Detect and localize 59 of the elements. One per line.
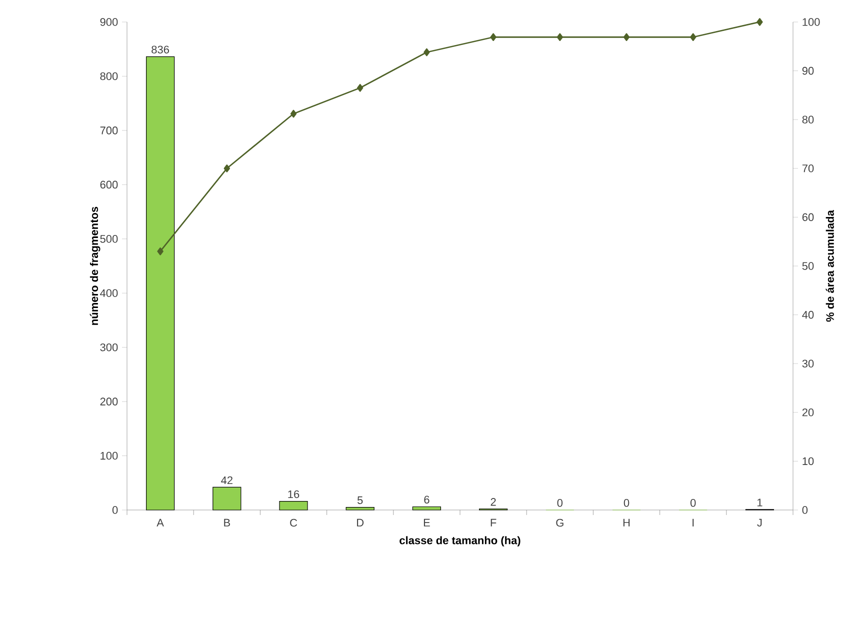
y-tick-label: 300 [100,343,118,352]
y-tick-label: 600 [100,180,118,189]
y2-tick-label: 90 [802,66,814,75]
y-axis-title: número de fragmentos [90,206,100,325]
y2-tick-label: 20 [802,408,814,416]
data-label: 2 [490,498,496,506]
x-tick-label: G [556,518,564,527]
point [556,33,564,42]
y2-tick-label: 10 [802,457,814,466]
bar [146,56,175,510]
bar [412,506,442,510]
y-tick-label: 900 [100,18,118,26]
y2-tick-label: 100 [802,18,820,26]
y2-tick-label: 0 [802,506,808,514]
x-tick-label: A [156,518,164,526]
y2-tick-label: 60 [802,213,814,222]
x-tick-label: B [224,518,230,526]
point [224,164,230,172]
bar [212,486,242,510]
y-tick-label: 100 [100,452,118,460]
x-tick-label: F [490,518,496,526]
point [490,33,496,42]
x-tick-label: E [424,518,430,526]
y2-tick-label: 80 [802,116,814,124]
point [756,18,763,26]
y-tick-label: 500 [100,235,118,243]
y2-tick-label: 40 [802,310,814,319]
y2-tick-label: 70 [802,164,814,172]
point [623,33,630,42]
bar [279,501,308,510]
data-label: 5 [357,496,363,504]
point [690,33,696,42]
y2-tick-label: 30 [802,360,814,368]
x-tick-label: H [623,518,630,526]
x-tick-label: J [757,518,762,527]
y-tick-label: 400 [100,289,118,298]
x-axis-title: classe de tamanho (ha) [400,536,520,546]
y2-axis-title: % de área acumulada [826,210,834,322]
data-label: 0 [624,499,630,507]
x-tick-label: D [357,518,364,526]
data-label: 6 [424,496,430,504]
data-label: 0 [557,499,563,507]
y-tick-label: 800 [100,72,118,80]
point [357,84,364,92]
x-tick-label: I [692,518,694,526]
point [424,48,430,56]
data-label: 0 [690,499,696,507]
bar [346,506,374,510]
data-label: 42 [221,476,232,484]
data-label: 16 [288,490,300,498]
y-tick-label: 200 [100,398,118,406]
point [157,247,164,256]
x-tick-label: C [290,518,298,527]
point [290,110,297,118]
y2-tick-label: 50 [802,262,814,270]
y-tick-label: 0 [112,506,118,514]
y-tick-label: 700 [100,126,118,134]
data-label: 836 [152,46,169,54]
data-label: 1 [757,498,762,506]
